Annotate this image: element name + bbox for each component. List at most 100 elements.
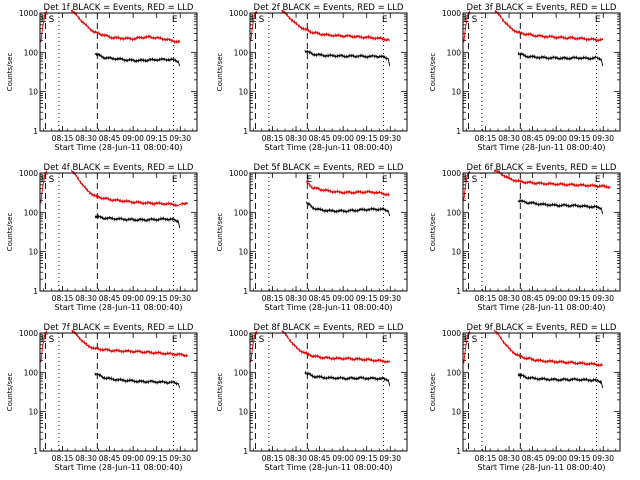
x-tick-label: 09:30 (379, 454, 401, 463)
x-tick-label: 09:15 (356, 294, 378, 303)
x-tick-label: 09:00 (545, 454, 567, 463)
x-axis-label: Start Time (28-Jun-11 08:00:40) (478, 303, 606, 312)
x-tick-label: 09:30 (592, 294, 614, 303)
x-axis-label: Start Time (28-Jun-11 08:00:40) (55, 463, 183, 472)
y-tick-label: 100 (234, 208, 249, 217)
series-lld-line (463, 10, 471, 43)
panel-title: Det 3f BLACK = Events, RED = LLD (467, 3, 617, 13)
y-tick-label: 10 (451, 408, 461, 417)
event-marker-label: S (472, 335, 478, 345)
x-tick-label: 08:30 (75, 134, 97, 143)
panel-det-6: Det 6f BLACK = Events, RED = LLD Counts/s… (429, 163, 621, 312)
x-tick-label: 09:00 (122, 454, 144, 463)
panel-title: Det 9f BLACK = Events, RED = LLD (467, 323, 617, 333)
series-events-line (517, 372, 604, 389)
series-lld-line (71, 329, 188, 359)
x-tick-label: 08:30 (285, 134, 307, 143)
plot-frame (249, 332, 408, 452)
series-events-line (94, 372, 181, 389)
plot-frame (39, 172, 198, 292)
y-tick-label: 10 (238, 408, 248, 417)
x-tick-label: 08:15 (475, 454, 497, 463)
x-tick-label: 08:45 (309, 294, 331, 303)
y-axis-label: Counts/sec (6, 213, 14, 252)
panel-title: Det 7f BLACK = Events, RED = LLD (44, 323, 194, 333)
event-marker-label: S (49, 15, 55, 25)
y-tick-label: 10 (28, 88, 38, 97)
y-tick-label: 10 (28, 408, 38, 417)
x-tick-label: 09:30 (592, 134, 614, 143)
x-axis-label: Start Time (28-Jun-11 08:00:40) (265, 463, 393, 472)
panel-det-7: Det 7f BLACK = Events, RED = LLD Counts/s… (6, 323, 198, 472)
x-tick-label: 09:00 (545, 294, 567, 303)
x-tick-label: 08:45 (309, 454, 331, 463)
x-tick-label: 08:30 (75, 294, 97, 303)
x-tick-label: 08:15 (52, 294, 74, 303)
y-tick-label: 1000 (229, 169, 248, 178)
y-tick-label: 1 (243, 127, 248, 136)
y-axis-label: Counts/sec (216, 213, 224, 252)
y-tick-label: 1000 (442, 169, 461, 178)
x-tick-label: 09:30 (379, 294, 401, 303)
x-tick-label: 09:15 (569, 294, 591, 303)
y-axis-label: Counts/sec (216, 53, 224, 92)
y-tick-label: 10 (238, 248, 248, 257)
event-marker-label: E (382, 335, 388, 345)
series-lld-line (70, 9, 181, 45)
event-marker-label: E (172, 175, 178, 185)
x-tick-label: 08:30 (498, 454, 520, 463)
x-tick-label: 08:45 (522, 454, 544, 463)
y-tick-label: 100 (447, 368, 462, 377)
x-tick-label: 09:15 (146, 454, 168, 463)
event-marker-label: S (472, 175, 478, 185)
event-marker-label: S (259, 15, 265, 25)
plot-frame (462, 332, 621, 452)
event-marker-label: S (259, 335, 265, 345)
event-marker-label: E (382, 175, 388, 185)
series-lld-line (463, 330, 471, 364)
x-tick-label: 09:00 (122, 294, 144, 303)
y-axis-label: Counts/sec (216, 373, 224, 412)
y-tick-label: 100 (447, 208, 462, 217)
panel-title: Det 8f BLACK = Events, RED = LLD (254, 323, 404, 333)
series-lld-line (306, 180, 390, 197)
series-lld-line (250, 10, 258, 41)
y-tick-label: 10 (451, 248, 461, 257)
plot-frame (39, 332, 198, 452)
event-marker-label: E (595, 15, 601, 25)
x-axis-label: Start Time (28-Jun-11 08:00:40) (265, 303, 393, 312)
y-tick-label: 1 (243, 287, 248, 296)
x-axis-label: Start Time (28-Jun-11 08:00:40) (265, 143, 393, 152)
panel-title: Det 2f BLACK = Events, RED = LLD (254, 3, 404, 13)
x-tick-label: 09:30 (169, 294, 191, 303)
x-tick-label: 09:30 (169, 454, 191, 463)
x-tick-label: 08:15 (262, 134, 284, 143)
series-lld-line (281, 330, 391, 365)
y-tick-label: 10 (451, 88, 461, 97)
y-tick-label: 1 (243, 447, 248, 456)
x-tick-label: 09:30 (169, 134, 191, 143)
panel-det-3: Det 3f BLACK = Events, RED = LLD Counts/s… (429, 3, 621, 152)
y-tick-label: 1000 (19, 169, 38, 178)
x-tick-label: 08:30 (498, 294, 520, 303)
event-marker-label: E (172, 335, 178, 345)
x-axis-label: Start Time (28-Jun-11 08:00:40) (55, 303, 183, 312)
plot-frame (462, 12, 621, 132)
x-tick-label: 08:45 (99, 454, 121, 463)
series-lld-line (463, 170, 471, 201)
series-events-line (517, 51, 604, 67)
x-tick-label: 08:15 (52, 134, 74, 143)
x-axis-label: Start Time (28-Jun-11 08:00:40) (478, 463, 606, 472)
y-axis-label: Counts/sec (429, 213, 437, 252)
event-marker-label: S (49, 175, 55, 185)
y-tick-label: 1000 (229, 9, 248, 18)
y-tick-label: 1000 (19, 329, 38, 338)
x-tick-label: 09:00 (332, 134, 354, 143)
x-tick-label: 09:30 (379, 134, 401, 143)
y-tick-label: 100 (234, 368, 249, 377)
y-axis-label: Counts/sec (429, 373, 437, 412)
series-events-line (306, 201, 391, 217)
plot-frame (249, 172, 408, 292)
x-tick-label: 09:15 (146, 294, 168, 303)
x-tick-label: 08:30 (285, 294, 307, 303)
